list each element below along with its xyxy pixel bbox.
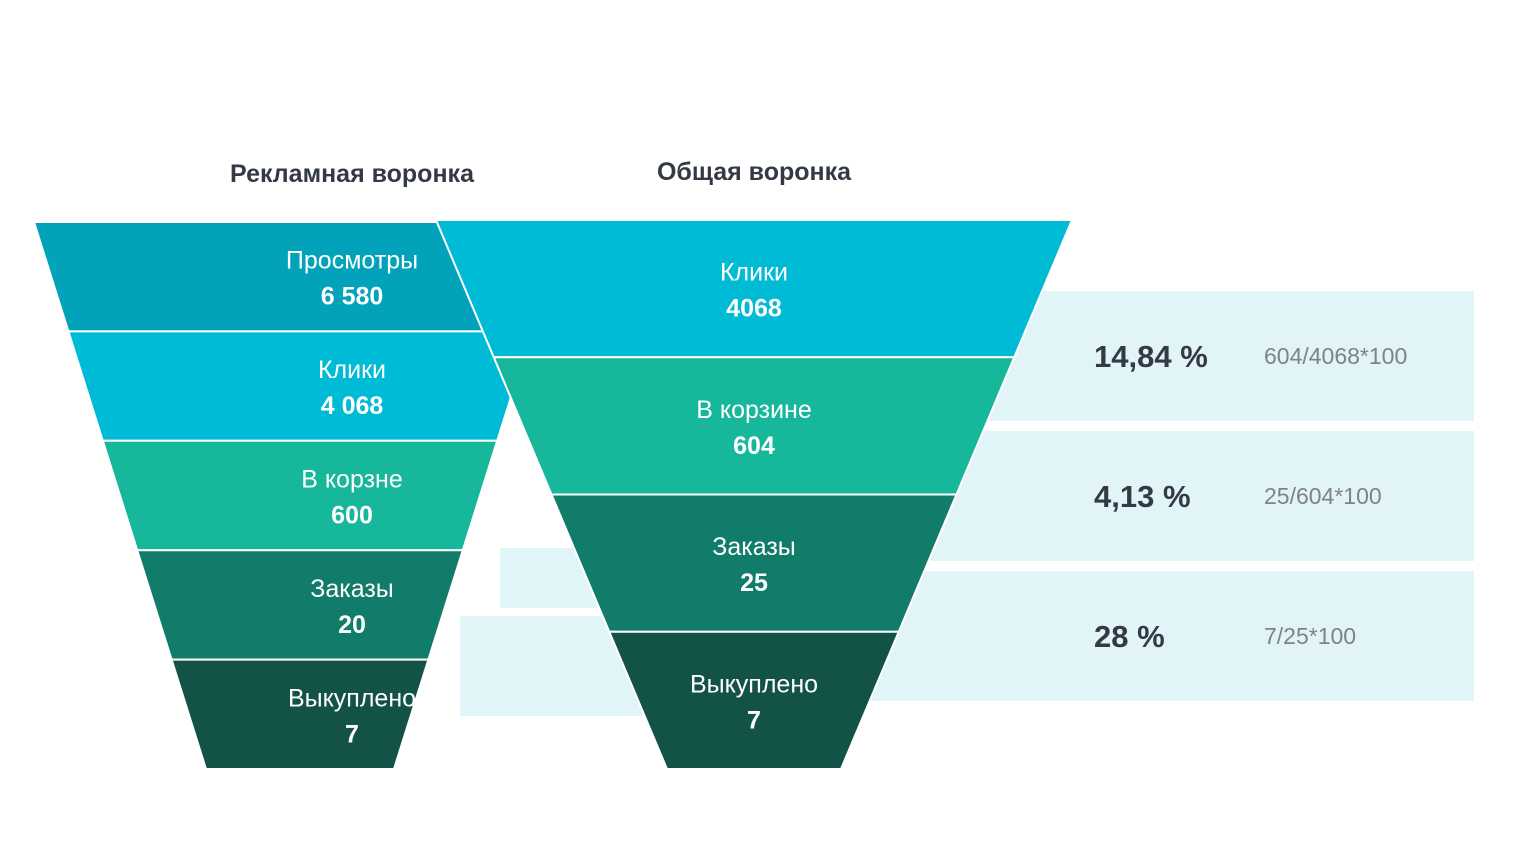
stage-value: 4 068 xyxy=(321,392,384,420)
stage-label: Выкуплено xyxy=(690,670,818,698)
conversion-band xyxy=(960,291,1474,421)
conversion-labels: 14,84 % 604/4068*100 4,13 % 25/604*100 28 % 7… xyxy=(1094,339,1407,654)
stage-value: 6 580 xyxy=(321,283,384,311)
stage-value: 7 xyxy=(345,720,359,748)
stage-label: Заказы xyxy=(712,533,796,561)
conversion-percent: 4,13 % xyxy=(1094,479,1191,514)
conversion-band xyxy=(870,571,1474,701)
funnel-segment xyxy=(549,493,959,633)
conversion-percent: 14,84 % xyxy=(1094,339,1208,374)
stage-value: 20 xyxy=(338,611,366,639)
stage-label: Клики xyxy=(318,356,386,384)
stage-label: Просмотры xyxy=(286,247,418,275)
conversion-formula: 604/4068*100 xyxy=(1264,343,1407,369)
funnel-ad: Просмотры 6 580 Клики 4 068 В корзне 600 Заказ… xyxy=(32,160,568,770)
stage-value: 25 xyxy=(740,569,768,597)
funnel-title: Рекламная воронка xyxy=(230,160,475,188)
stage-label: Заказы xyxy=(310,575,394,603)
funnel-segment xyxy=(492,356,1016,496)
stage-label: Выкуплено xyxy=(288,684,416,712)
funnel-segment xyxy=(170,658,430,770)
funnel-segment xyxy=(101,439,499,552)
stage-label: В корзине xyxy=(696,396,812,424)
conversion-formula: 25/604*100 xyxy=(1264,483,1382,509)
stage-value: 600 xyxy=(331,502,373,530)
stage-label: Клики xyxy=(720,259,788,287)
stage-value: 604 xyxy=(733,432,775,460)
stage-value: 4068 xyxy=(726,295,782,323)
stage-value: 7 xyxy=(747,706,761,734)
conversion-band xyxy=(930,431,1474,561)
stage-label: В корзне xyxy=(301,466,403,494)
funnel-segment xyxy=(67,330,533,442)
funnel-segment xyxy=(135,549,465,661)
funnel-total: Клики 4068 В корзине 604 Заказы 25 Выкуплено 7 О… xyxy=(434,158,1074,770)
funnel-segment xyxy=(434,219,1074,359)
funnel-title: Общая воронка xyxy=(657,158,852,186)
funnel-segment xyxy=(607,630,901,770)
conversion-formula: 7/25*100 xyxy=(1264,623,1356,649)
conversion-percent: 28 % xyxy=(1094,619,1165,654)
